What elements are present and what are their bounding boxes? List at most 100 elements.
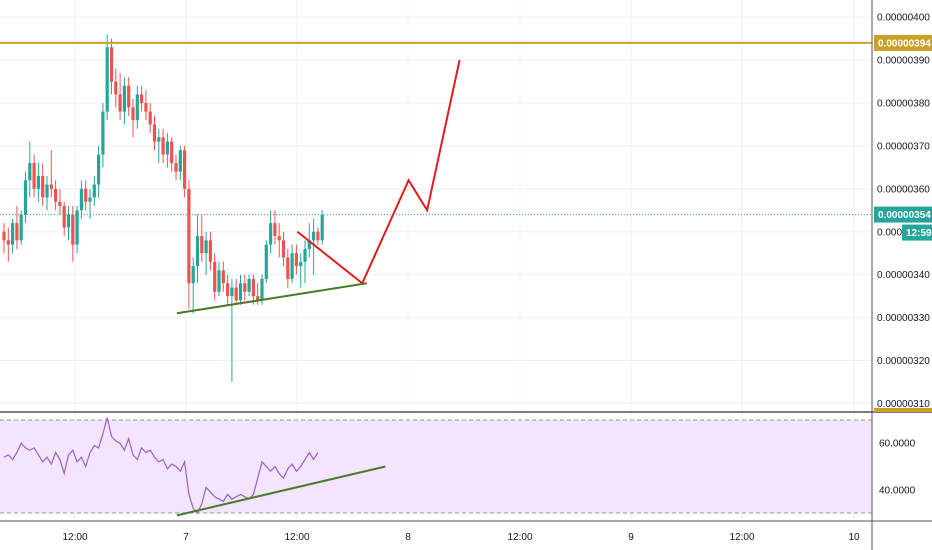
candle bbox=[183, 145, 187, 198]
candle bbox=[204, 231, 208, 275]
candle bbox=[114, 68, 118, 108]
rsi-tick-label: 60.0000 bbox=[879, 439, 916, 450]
candle bbox=[148, 103, 152, 134]
candle bbox=[320, 210, 324, 245]
candle-body bbox=[157, 137, 161, 142]
candle bbox=[79, 180, 83, 219]
candle-body bbox=[45, 184, 49, 198]
candle-body bbox=[312, 231, 316, 241]
candle bbox=[316, 227, 320, 245]
candle-body bbox=[32, 163, 36, 189]
candle-body bbox=[11, 223, 15, 245]
time-tick-label: 8 bbox=[405, 532, 411, 543]
candle-body bbox=[49, 184, 53, 189]
candle bbox=[217, 261, 221, 297]
candle bbox=[264, 240, 268, 284]
candle-body bbox=[204, 240, 208, 254]
candle-body bbox=[290, 253, 294, 279]
candle-body bbox=[286, 257, 290, 279]
candle-body bbox=[170, 141, 174, 164]
candle bbox=[251, 274, 255, 305]
rsi-trendline[interactable] bbox=[176, 465, 386, 517]
candle bbox=[54, 180, 58, 211]
candle-body bbox=[71, 214, 75, 245]
candle bbox=[170, 137, 174, 172]
candle-body bbox=[208, 240, 212, 262]
candle bbox=[178, 145, 182, 181]
candle-body bbox=[191, 266, 195, 284]
rsi-tick-label: 40.0000 bbox=[879, 485, 916, 496]
candle-body bbox=[75, 210, 79, 245]
candle-body bbox=[165, 141, 169, 155]
candle bbox=[290, 244, 294, 284]
candle bbox=[230, 278, 234, 382]
candle bbox=[294, 244, 298, 275]
candle-body bbox=[230, 287, 234, 297]
price-tick-label: 0.00000320 bbox=[877, 356, 930, 367]
candle-body bbox=[226, 283, 230, 297]
candle-body bbox=[320, 214, 324, 241]
projection-path[interactable] bbox=[296, 59, 461, 285]
candle bbox=[23, 171, 28, 224]
candle bbox=[88, 188, 92, 219]
time-axis[interactable]: 12:00 7 12:00 8 12:00 9 12:00 10 bbox=[62, 532, 860, 543]
candle bbox=[140, 85, 144, 112]
candle-body bbox=[303, 248, 307, 262]
candle-body bbox=[273, 223, 277, 237]
candle bbox=[273, 210, 277, 245]
resistance-price-tag-bg bbox=[874, 34, 932, 51]
candle-body bbox=[6, 240, 10, 245]
countdown-tag-label: 12:59 bbox=[906, 228, 932, 239]
candle-body bbox=[294, 253, 298, 267]
candle-body bbox=[144, 103, 148, 112]
candle bbox=[28, 141, 32, 198]
candle-body bbox=[79, 188, 83, 211]
candle bbox=[213, 253, 217, 301]
candle bbox=[191, 257, 195, 314]
candle-body bbox=[109, 47, 114, 82]
candle bbox=[97, 145, 101, 198]
candle-body bbox=[122, 85, 126, 112]
time-tick-label: 12:00 bbox=[62, 532, 87, 543]
candle-body bbox=[54, 188, 58, 202]
candle bbox=[277, 223, 281, 258]
candle bbox=[286, 248, 290, 288]
candle-body bbox=[152, 124, 157, 142]
candle-body bbox=[269, 223, 273, 245]
candle-body bbox=[307, 240, 311, 249]
candle-body bbox=[92, 184, 96, 198]
candle-body bbox=[183, 150, 187, 189]
candle-body bbox=[97, 154, 101, 185]
last-price-tag: 0.00000354 bbox=[874, 206, 932, 223]
candle bbox=[84, 180, 88, 211]
price-tick-label: 0.00000400 bbox=[877, 13, 930, 24]
time-tick-label: 12:00 bbox=[729, 532, 754, 543]
candle-body bbox=[187, 188, 191, 284]
price-tick-label: 0.00000370 bbox=[877, 141, 930, 152]
price-tick-label: 0.00000380 bbox=[877, 99, 930, 110]
candle bbox=[122, 77, 126, 125]
candle-body bbox=[281, 240, 286, 258]
candle-body bbox=[299, 261, 303, 267]
candle bbox=[144, 90, 148, 121]
candle-body bbox=[316, 231, 320, 241]
candle-body bbox=[140, 94, 144, 103]
last-price-tag-label: 0.00000354 bbox=[878, 210, 931, 221]
rsi-axis[interactable]: 60.0000 40.0000 bbox=[879, 439, 916, 497]
candle bbox=[19, 210, 23, 245]
candle bbox=[58, 188, 62, 215]
candle bbox=[312, 218, 316, 275]
candle bbox=[238, 274, 243, 305]
last-price-tag-bg bbox=[874, 206, 932, 223]
candle-body bbox=[217, 270, 221, 292]
price-tick-label: 0.00000390 bbox=[877, 56, 930, 67]
support-trendline[interactable] bbox=[176, 282, 368, 315]
candle bbox=[41, 163, 45, 206]
candle-body bbox=[251, 278, 255, 297]
candle bbox=[187, 180, 191, 309]
candlestick-series bbox=[2, 34, 324, 382]
candle bbox=[135, 85, 139, 129]
candle-body bbox=[178, 150, 182, 172]
candle-body bbox=[161, 137, 165, 155]
